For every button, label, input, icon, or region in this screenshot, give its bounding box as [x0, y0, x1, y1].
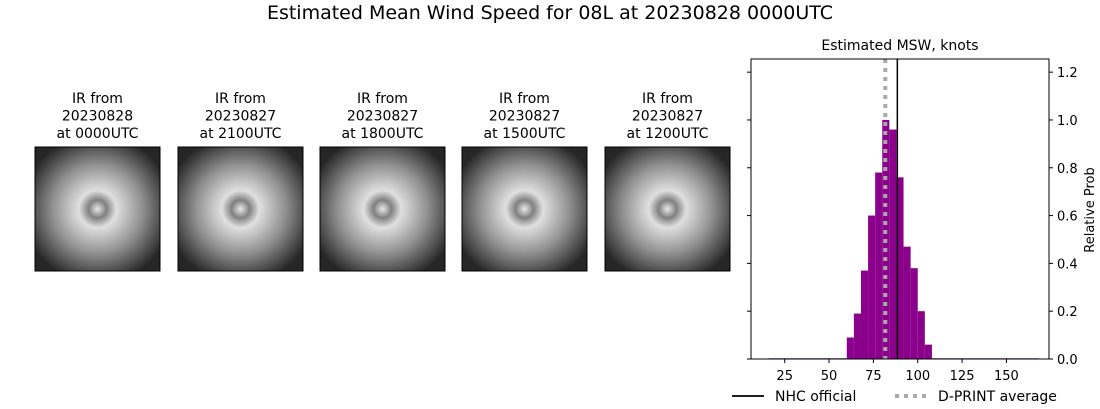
satellite-image — [461, 146, 588, 272]
y-axis-label: Relative Prob — [1083, 167, 1098, 252]
histogram-bar — [917, 311, 925, 359]
x-tick-label: 150 — [994, 369, 1019, 384]
histogram-bar — [875, 172, 883, 359]
panel-label: IR from — [357, 91, 408, 107]
plot-frame — [750, 58, 1050, 360]
histogram-bar — [910, 268, 918, 359]
histogram-bar — [846, 337, 854, 359]
y-tick-label: 1.2 — [1057, 66, 1078, 81]
histogram-bar — [896, 177, 904, 359]
y-tick-label: 0.4 — [1057, 257, 1078, 272]
panel-label: at 2100UTC — [200, 126, 282, 142]
panel-label: IR from — [642, 91, 693, 107]
panel-label: 20230827 — [347, 109, 418, 125]
panel-label: at 1200UTC — [627, 126, 709, 142]
panel-label: 20230827 — [205, 109, 276, 125]
x-tick-label: 100 — [905, 369, 930, 384]
y-tick-label: 0.8 — [1057, 162, 1078, 177]
panel-label: at 0000UTC — [57, 126, 139, 142]
y-tick-label: 0.2 — [1057, 305, 1078, 320]
chart-title: Estimated MSW, knots — [821, 38, 978, 54]
histogram-bar — [903, 246, 911, 359]
panel-label: IR from — [215, 91, 266, 107]
panel-label: IR from — [499, 91, 550, 107]
y-tick-label: 0.0 — [1057, 353, 1078, 368]
satellite-image — [177, 146, 304, 272]
panel-label: at 1500UTC — [484, 126, 566, 142]
histogram-bar — [860, 270, 869, 359]
legend-label: NHC official — [775, 389, 856, 405]
x-tick-label: 25 — [776, 369, 793, 384]
y-tick-label: 1.0 — [1057, 114, 1078, 129]
x-tick-label: 50 — [821, 369, 838, 384]
panel-label: 20230827 — [489, 109, 560, 125]
histogram-bar — [889, 129, 897, 359]
x-tick-label: 125 — [950, 369, 975, 384]
panel-label: 20230827 — [632, 109, 703, 125]
y-tick-label: 0.6 — [1057, 210, 1078, 225]
panel-label: at 1800UTC — [342, 126, 424, 142]
satellite-image — [319, 146, 446, 272]
figure-title: Estimated Mean Wind Speed for 08L at 202… — [267, 2, 833, 24]
histogram-bar — [868, 215, 876, 359]
histogram-bar — [853, 313, 861, 359]
histogram-bar — [924, 344, 932, 359]
satellite-image — [604, 146, 731, 272]
panel-label: 20230828 — [62, 109, 133, 125]
legend-label: D-PRINT average — [938, 389, 1057, 405]
panel-label: IR from — [72, 91, 123, 107]
satellite-image — [34, 146, 161, 272]
x-tick-label: 75 — [865, 369, 882, 384]
